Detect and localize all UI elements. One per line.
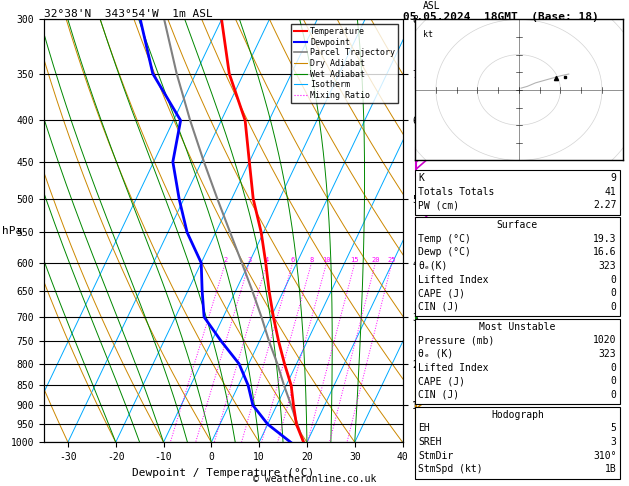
Text: kt: kt (423, 30, 433, 39)
Text: 15: 15 (350, 257, 359, 263)
Text: Lifted Index: Lifted Index (418, 363, 489, 373)
Text: 16.6: 16.6 (593, 247, 616, 258)
Text: Pressure (mb): Pressure (mb) (418, 335, 494, 346)
Text: LCL: LCL (420, 420, 435, 429)
Text: 0: 0 (611, 288, 616, 298)
Text: CAPE (J): CAPE (J) (418, 288, 465, 298)
Text: 1020: 1020 (593, 335, 616, 346)
Text: θₑ (K): θₑ (K) (418, 349, 454, 359)
Text: Lifted Index: Lifted Index (418, 275, 489, 285)
Text: K: K (418, 173, 424, 183)
Text: 1B: 1B (604, 464, 616, 474)
Legend: Temperature, Dewpoint, Parcel Trajectory, Dry Adiabat, Wet Adiabat, Isotherm, Mi: Temperature, Dewpoint, Parcel Trajectory… (291, 24, 398, 103)
Text: Dewp (°C): Dewp (°C) (418, 247, 471, 258)
Text: 0: 0 (611, 275, 616, 285)
Text: 41: 41 (604, 187, 616, 197)
Text: EH: EH (418, 423, 430, 434)
Text: © weatheronline.co.uk: © weatheronline.co.uk (253, 473, 376, 484)
Text: StmSpd (kt): StmSpd (kt) (418, 464, 483, 474)
Text: 0: 0 (611, 376, 616, 386)
Text: 32°38'N  343°54'W  1m ASL: 32°38'N 343°54'W 1m ASL (44, 9, 213, 18)
Text: 20: 20 (371, 257, 380, 263)
Text: 10: 10 (322, 257, 331, 263)
Text: 3: 3 (611, 437, 616, 447)
Text: hPa: hPa (2, 226, 22, 236)
Text: Hodograph: Hodograph (491, 410, 544, 420)
Text: 310°: 310° (593, 451, 616, 461)
Text: CIN (J): CIN (J) (418, 390, 459, 400)
Text: θₑ(K): θₑ(K) (418, 261, 448, 271)
Text: 323: 323 (599, 261, 616, 271)
Text: 0: 0 (611, 390, 616, 400)
Text: Most Unstable: Most Unstable (479, 322, 555, 332)
X-axis label: Dewpoint / Temperature (°C): Dewpoint / Temperature (°C) (132, 468, 314, 478)
Text: SREH: SREH (418, 437, 442, 447)
Text: 2.27: 2.27 (593, 200, 616, 210)
Text: Surface: Surface (497, 220, 538, 230)
Text: km
ASL: km ASL (423, 0, 440, 11)
Text: 25: 25 (387, 257, 396, 263)
Text: Mixing Ratio (g/kg): Mixing Ratio (g/kg) (455, 175, 465, 287)
Text: 19.3: 19.3 (593, 234, 616, 244)
Text: 2: 2 (223, 257, 228, 263)
Text: 4: 4 (265, 257, 269, 263)
Text: 0: 0 (611, 363, 616, 373)
Text: 323: 323 (599, 349, 616, 359)
Text: PW (cm): PW (cm) (418, 200, 459, 210)
Text: 3: 3 (247, 257, 252, 263)
Text: 8: 8 (309, 257, 314, 263)
Text: CIN (J): CIN (J) (418, 302, 459, 312)
Text: Temp (°C): Temp (°C) (418, 234, 471, 244)
Text: 9: 9 (611, 173, 616, 183)
Text: CAPE (J): CAPE (J) (418, 376, 465, 386)
Text: 0: 0 (611, 302, 616, 312)
Text: StmDir: StmDir (418, 451, 454, 461)
Text: 5: 5 (611, 423, 616, 434)
Text: 05.05.2024  18GMT  (Base: 18): 05.05.2024 18GMT (Base: 18) (403, 12, 598, 22)
Text: Totals Totals: Totals Totals (418, 187, 494, 197)
Text: 6: 6 (291, 257, 295, 263)
